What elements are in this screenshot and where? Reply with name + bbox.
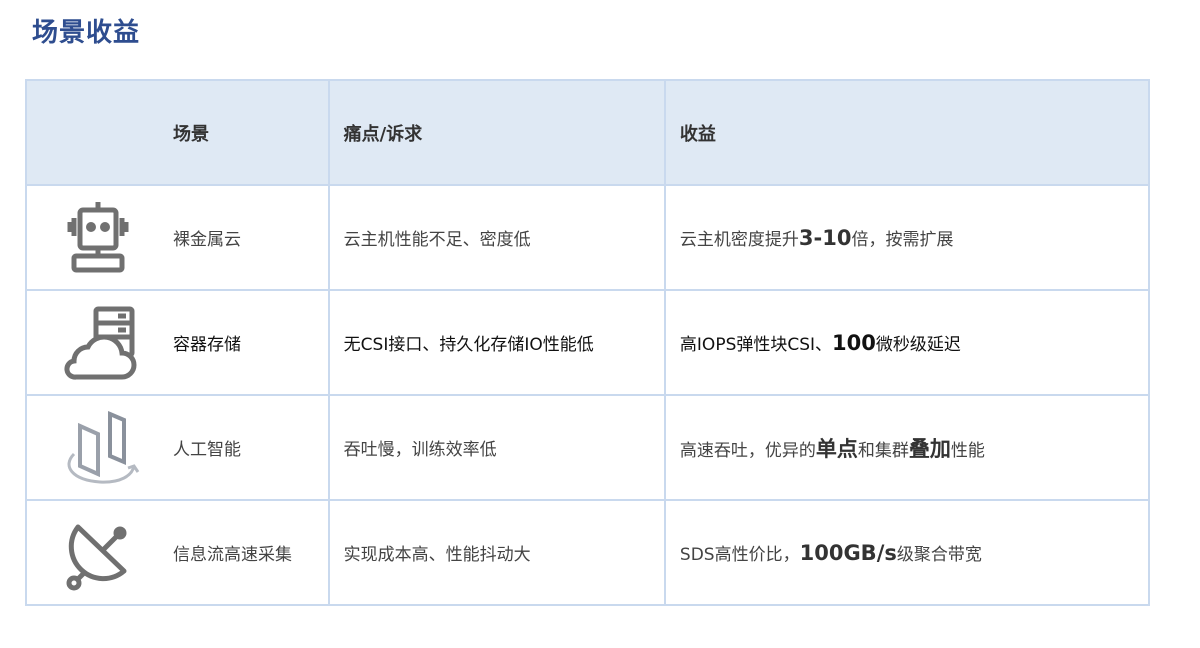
robot-icon	[27, 198, 173, 278]
header-benefit-label: 收益	[679, 123, 716, 145]
benefit-text: 高速吞吐，优异的单点和集群叠加性能	[679, 437, 985, 461]
header-scene: 场景	[25, 79, 330, 186]
benefit-segment: SDS高性价比，	[679, 545, 800, 565]
benefit-highlight: 3-10	[798, 226, 852, 250]
pain-text: 实现成本高、性能抖动大	[343, 545, 531, 565]
benefit-segment: 云主机密度提升	[679, 230, 799, 250]
benefit-segment: 性能	[950, 440, 985, 461]
scene-label: 人工智能	[173, 440, 241, 460]
header-scene-label: 场景	[173, 123, 209, 145]
ai-panels-icon	[27, 408, 173, 488]
benefit-text: 云主机密度提升3-10倍，按需扩展	[679, 226, 954, 250]
satellite-dish-icon	[27, 513, 173, 593]
benefit-segment: 和集群	[857, 440, 909, 461]
benefit-highlight: 100	[832, 331, 876, 355]
benefit-highlight: 叠加	[908, 436, 951, 461]
table-row: 人工智能 吞吐慢，训练效率低 高速吞吐，优异的单点和集群叠加性能	[25, 394, 1151, 501]
benefit-text: SDS高性价比，100GB/s级聚合带宽	[679, 541, 982, 565]
scene-label: 信息流高速采集	[173, 545, 292, 565]
benefit-segment: 倍，按需扩展	[851, 230, 954, 250]
header-pain: 痛点/诉求	[327, 79, 666, 186]
table-row: 信息流高速采集 实现成本高、性能抖动大 SDS高性价比，100GB/s级聚合带宽	[25, 499, 1151, 606]
header-pain-label: 痛点/诉求	[343, 123, 423, 145]
header-benefit: 收益	[663, 79, 1151, 186]
benefit-text: 高IOPS弹性块CSI、100微秒级延迟	[679, 331, 961, 355]
benefit-segment: 级聚合带宽	[896, 545, 982, 565]
scene-label: 裸金属云	[173, 230, 241, 250]
pain-text: 吞吐慢，训练效率低	[343, 440, 497, 460]
benefit-highlight: 单点	[815, 436, 858, 461]
page-title: 场景收益	[32, 18, 141, 48]
benefit-highlight: 100GB/s	[799, 541, 897, 565]
benefit-segment: 微秒级延迟	[875, 335, 961, 355]
pain-text: 云主机性能不足、密度低	[343, 230, 531, 250]
pain-text: 无CSI接口、持久化存储IO性能低	[343, 335, 594, 355]
cloud-server-icon	[27, 303, 173, 383]
scene-label: 容器存储	[173, 335, 241, 355]
table-row: 容器存储 无CSI接口、持久化存储IO性能低 高IOPS弹性块CSI、100微秒…	[25, 289, 1151, 396]
table-header-row: 场景 痛点/诉求 收益	[25, 79, 1151, 186]
benefit-segment: 高速吞吐，优异的	[679, 440, 816, 461]
benefit-segment: 高IOPS弹性块CSI、	[679, 335, 833, 355]
table-row: 裸金属云 云主机性能不足、密度低 云主机密度提升3-10倍，按需扩展	[25, 184, 1151, 291]
scenario-benefit-table: 场景 痛点/诉求 收益 裸金属云 云主机性能不足、密度低 云主机密度提升3-10…	[25, 79, 1151, 606]
